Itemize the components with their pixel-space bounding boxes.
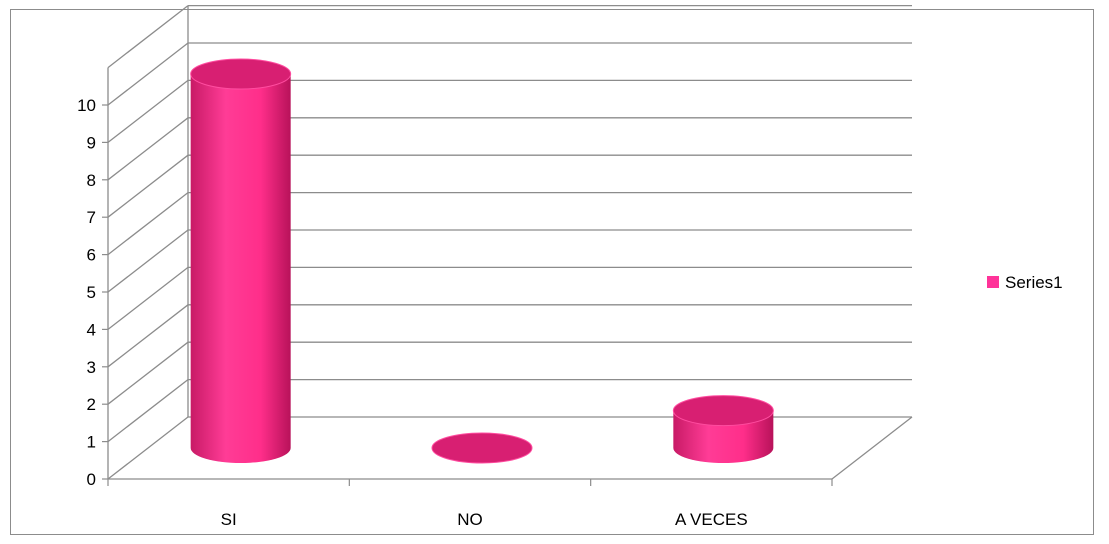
- bar-si: [190, 58, 292, 463]
- gridline-depth: [107, 42, 189, 106]
- y-tick-label: 5: [87, 283, 96, 302]
- axis-layer: [102, 5, 913, 486]
- y-tick-label: 2: [87, 395, 96, 414]
- legend-label: Series1: [1005, 273, 1063, 292]
- gridline-depth: [107, 192, 189, 256]
- y-tick-label: 7: [87, 208, 96, 227]
- y-tick-label: 1: [87, 433, 96, 452]
- gridline-depth: [107, 341, 189, 405]
- bars-layer: [190, 58, 774, 464]
- gridline-depth: [107, 304, 189, 368]
- y-tick-label: 6: [87, 246, 96, 265]
- x-tick-label: A VECES: [675, 510, 748, 529]
- gridline-depth: [107, 154, 189, 218]
- bar-body: [190, 74, 291, 463]
- gridline-depth: [107, 266, 189, 330]
- bar-a-veces: [672, 395, 774, 464]
- legend: Series1: [987, 273, 1063, 292]
- gridline-depth: [107, 117, 189, 181]
- y-tick-label: 4: [87, 320, 96, 339]
- y-tick-label: 3: [87, 358, 96, 377]
- x-tick-label: NO: [457, 510, 483, 529]
- labels-layer: 0 1 2 3 4 5 6 7 8 9 10 SI NO A VECES: [77, 96, 748, 529]
- legend-swatch: [987, 276, 999, 288]
- bar-top: [672, 395, 774, 427]
- gridline-depth: [107, 379, 189, 443]
- grid-layer: [107, 4, 912, 480]
- y-tick-label: 10: [77, 96, 96, 115]
- bar-top: [431, 432, 533, 464]
- bar-top: [190, 58, 292, 90]
- y-tick-label: 0: [87, 470, 96, 489]
- gridline-depth: [107, 229, 189, 293]
- y-tick-label: 8: [87, 171, 96, 190]
- gridline-depth: [107, 79, 189, 143]
- y-tick-label: 9: [87, 133, 96, 152]
- gridline-depth: [107, 416, 189, 480]
- bar-no: [431, 432, 533, 464]
- x-tick-label: SI: [221, 510, 237, 529]
- floor-edge: [831, 416, 913, 480]
- gridline-depth: [107, 5, 189, 69]
